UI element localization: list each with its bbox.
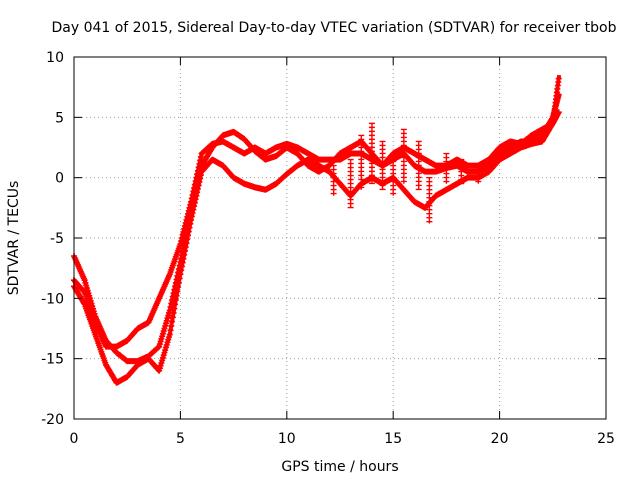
spike — [379, 140, 386, 191]
series-trace — [72, 110, 561, 349]
spike — [358, 134, 365, 190]
y-tick-label: -15 — [41, 352, 64, 368]
axis-ticks: 0 5 10 15 20 25 -20 -15 -10 -5 0 5 10 — [41, 50, 615, 447]
series-trace-b — [71, 74, 562, 386]
y-tick-label: -5 — [50, 231, 64, 247]
spike — [415, 140, 422, 191]
series-trace — [72, 74, 562, 385]
y-tick-label: 10 — [46, 50, 64, 66]
spike — [347, 158, 354, 209]
y-tick-label: -20 — [41, 412, 64, 428]
series-markers — [71, 109, 562, 350]
series-trace — [72, 92, 562, 364]
x-tick-label: 15 — [384, 431, 402, 447]
data-layer — [71, 74, 562, 386]
x-tick-label: 20 — [491, 431, 509, 447]
x-tick-label: 25 — [597, 431, 615, 447]
spike — [400, 128, 407, 184]
x-axis-label: GPS time / hours — [281, 459, 398, 475]
x-tick-label: 5 — [176, 431, 185, 447]
series-trace-c — [71, 109, 562, 350]
y-tick-label: 0 — [55, 171, 64, 187]
spike — [458, 158, 465, 185]
y-tick-label: 5 — [55, 110, 64, 126]
spike — [390, 152, 397, 196]
x-tick-label: 10 — [278, 431, 296, 447]
y-tick-label: -10 — [41, 291, 64, 307]
spike — [475, 164, 482, 184]
x-tick-label: 0 — [70, 431, 79, 447]
spike — [443, 152, 450, 184]
y-axis-label: SDTVAR / TECUs — [6, 181, 22, 296]
spike — [426, 176, 433, 224]
chart-title: Day 041 of 2015, Sidereal Day-to-day VTE… — [51, 20, 616, 36]
spike-markers — [330, 122, 482, 224]
series-markers — [71, 75, 562, 386]
grid — [74, 57, 606, 419]
spike — [330, 164, 337, 196]
spike — [368, 122, 375, 185]
